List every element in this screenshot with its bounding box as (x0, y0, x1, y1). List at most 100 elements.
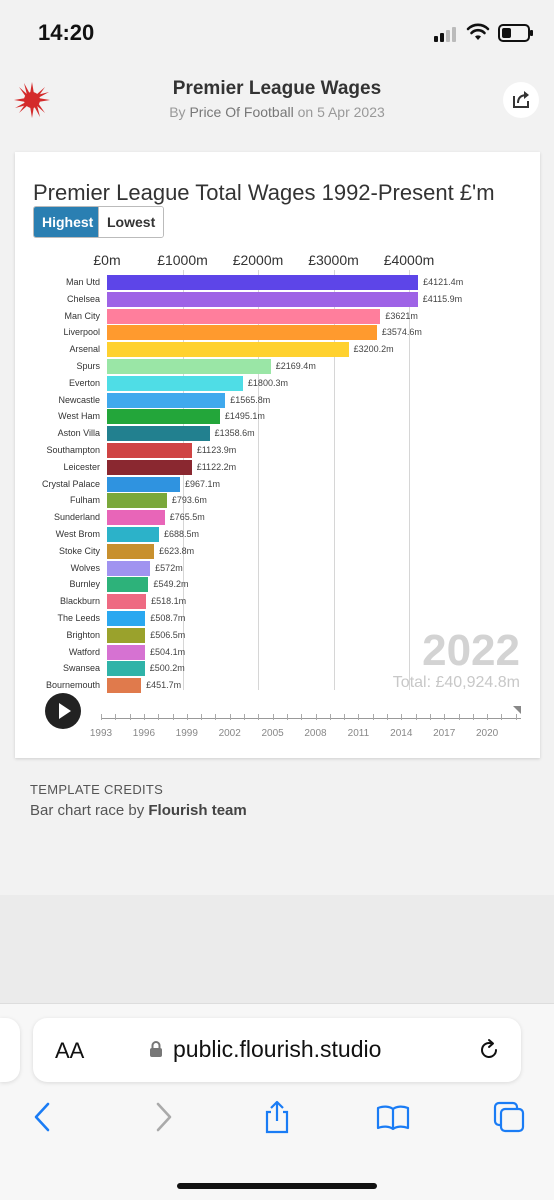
bar[interactable] (107, 476, 181, 492)
bar[interactable] (107, 359, 271, 374)
bar-row: Aston Villa £1358.6m (15, 426, 540, 442)
bar-row: Leicester £1122.2m (15, 459, 540, 475)
bar-value-label: £504.1m (150, 646, 186, 657)
previous-tab-preview[interactable] (0, 1018, 20, 1082)
bar-row: Southampton £1123.9m (15, 443, 540, 458)
timeline-tick (472, 714, 474, 720)
team-label: Newcastle (58, 394, 100, 405)
bar-row: Spurs £2169.4m (15, 359, 540, 374)
bar[interactable] (107, 661, 145, 677)
timeline-tick (329, 714, 331, 720)
reader-settings-button[interactable]: AA (55, 1038, 85, 1063)
team-label: West Ham (58, 411, 100, 422)
bar[interactable] (107, 577, 149, 593)
timeline-year-label: 1993 (89, 728, 113, 739)
chart-title: Premier League Total Wages 1992-Present … (33, 180, 495, 205)
tabs-icon[interactable] (492, 1100, 526, 1134)
bar-value-label: £3621m (385, 310, 418, 321)
timeline-tick (515, 714, 517, 720)
credits-author-link[interactable]: Flourish team (148, 802, 247, 819)
timeline-year-label: 2014 (390, 728, 413, 739)
bar[interactable] (107, 493, 167, 509)
bar-value-label: £765.5m (169, 512, 205, 523)
bar[interactable] (107, 291, 418, 307)
bar[interactable] (107, 375, 243, 391)
cellular-signal-icon (434, 26, 460, 42)
bar-value-label: £500.2m (149, 663, 185, 674)
wifi-icon (466, 23, 490, 40)
timeline-year-label: 2020 (475, 728, 499, 739)
bar[interactable] (107, 644, 146, 660)
timeline-handle[interactable] (513, 706, 521, 714)
bar-row: Watford £504.1m (15, 644, 540, 660)
bar[interactable] (107, 459, 192, 475)
author-link[interactable]: Price Of Football (189, 104, 294, 120)
timeline-tick (387, 714, 388, 720)
lowest-button[interactable]: Lowest (98, 207, 163, 237)
team-label: Spurs (76, 361, 100, 371)
team-label: Sunderland (53, 512, 100, 523)
reload-icon[interactable] (477, 1038, 501, 1062)
bar-value-label: £967.1m (185, 478, 221, 489)
x-tick-label: £0m (93, 252, 121, 268)
timeline-year-label: 2017 (433, 728, 456, 739)
timeline-tick (229, 714, 231, 720)
bar-row: Man Utd £4121.4m (15, 275, 540, 290)
forward-icon[interactable] (146, 1100, 180, 1134)
bar-value-label: £508.7m (150, 613, 186, 623)
byline-mid: on (293, 104, 318, 120)
timeline-year-label: 2011 (347, 728, 370, 739)
gridline (333, 270, 335, 690)
timeline-tick (172, 714, 174, 720)
bar[interactable] (107, 611, 146, 626)
bar[interactable] (107, 527, 159, 542)
timeline-slider[interactable] (101, 718, 521, 719)
play-button[interactable] (45, 693, 81, 729)
bar-value-label: £572m (155, 562, 183, 573)
team-label: The Leeds (57, 613, 100, 623)
bar[interactable] (107, 443, 192, 458)
splat-logo-icon[interactable] (14, 82, 50, 118)
bookmarks-icon[interactable] (376, 1100, 410, 1134)
chart-card: Premier League Total Wages 1992-Present … (15, 152, 540, 758)
bar-value-label: £793.6m (171, 495, 207, 506)
page-footer-area (0, 895, 554, 1003)
bar-row: Wolves £572m (15, 560, 540, 576)
bar-row: Liverpool £3574.6m (15, 325, 540, 341)
bar[interactable] (107, 510, 165, 526)
team-label: Stoke City (58, 545, 100, 556)
bar[interactable] (107, 308, 381, 324)
team-label: Fulham (69, 495, 100, 506)
timeline-tick (258, 714, 260, 720)
bar-value-label: £549.2m (153, 579, 189, 590)
back-icon[interactable] (26, 1100, 60, 1134)
bar[interactable] (107, 392, 226, 408)
bar[interactable] (107, 627, 146, 643)
bar[interactable] (107, 409, 220, 425)
team-label: Bournemouth (45, 680, 100, 691)
bar[interactable] (107, 594, 147, 610)
bar[interactable] (107, 325, 377, 341)
bar-row: Man City £3621m (15, 308, 540, 324)
bar[interactable] (107, 678, 142, 694)
share-sheet-icon[interactable] (260, 1100, 294, 1134)
share-button[interactable] (503, 82, 539, 118)
bar[interactable] (107, 426, 210, 442)
team-label: Brighton (66, 629, 100, 640)
bar[interactable] (107, 342, 349, 358)
highest-button[interactable]: Highest (34, 207, 98, 237)
bar-value-label: £1800.3m (247, 377, 288, 388)
timeline-year-label: 1999 (175, 728, 198, 739)
address-bar[interactable]: AA public.flourish.studio (33, 1018, 521, 1082)
timeline-tick (501, 714, 503, 720)
url-text[interactable]: public.flourish.studio (173, 1036, 382, 1062)
bar[interactable] (107, 543, 155, 559)
bar-value-label: £4121.4m (423, 277, 464, 287)
bar-value-label: £1123.9m (196, 445, 237, 455)
bar[interactable] (107, 275, 419, 290)
current-year-label: 2022 (422, 626, 520, 675)
bar[interactable] (107, 560, 151, 576)
bar-row: West Ham £1495.1m (15, 409, 540, 425)
timeline-tick (344, 714, 346, 720)
timeline-tick (458, 714, 460, 720)
